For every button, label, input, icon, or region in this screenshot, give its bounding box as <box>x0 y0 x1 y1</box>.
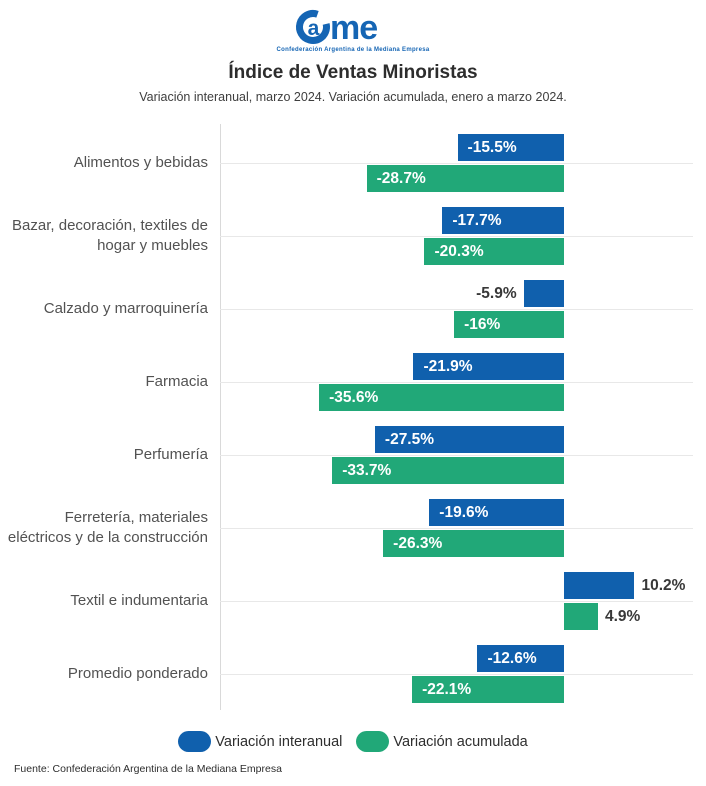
legend-swatch-interanual <box>178 731 212 752</box>
bar-value-label: -33.7% <box>342 462 392 479</box>
row-gridline <box>220 381 693 383</box>
bar-interanual <box>457 134 565 161</box>
category-label: Promedio ponderado <box>67 665 208 683</box>
legend-item-acumulada: Variación acumulada <box>356 731 528 752</box>
bar-interanual <box>442 207 565 234</box>
category-label: Calzado y marroquinería <box>43 300 208 318</box>
bar-acumulada <box>454 311 565 338</box>
legend-label-interanual: Variación interanual <box>215 733 343 750</box>
row-gridline <box>220 527 693 529</box>
bar-acumulada <box>332 457 565 484</box>
page-title: Índice de Ventas Minoristas <box>228 62 478 83</box>
bar-interanual <box>429 499 565 526</box>
row-gridline <box>220 235 693 237</box>
category-label: Ferretería, materiales eléctricos y de l… <box>7 509 208 546</box>
svg-text:me: me <box>330 9 377 46</box>
bar-value-label: -28.7% <box>376 170 426 187</box>
bar-value-label: 10.2% <box>641 577 686 594</box>
bar-value-label: -27.5% <box>384 431 435 448</box>
category-label: Perfumería <box>133 446 208 464</box>
category-label: Farmacia <box>145 373 208 391</box>
bar-value-label: -17.7% <box>452 212 502 229</box>
bar-value-label: -21.9% <box>423 358 473 375</box>
row-gridline <box>220 673 693 675</box>
bar-value-label: -26.3% <box>393 535 443 552</box>
y-axis-line <box>220 124 221 710</box>
bar-value-label: -12.6% <box>487 650 537 667</box>
bar-value-label: -15.5% <box>467 139 517 156</box>
legend-swatch-acumulada <box>356 731 390 752</box>
legend-item-interanual: Variación interanual <box>178 731 342 752</box>
bar-acumulada <box>564 603 598 630</box>
bar-acumulada <box>424 238 565 265</box>
bar-interanual <box>564 572 635 599</box>
legend-label-acumulada: Variación acumulada <box>393 733 528 750</box>
bar-acumulada <box>412 676 565 703</box>
category-label: Textil e indumentaria <box>70 592 208 610</box>
bar-value-label: -20.3% <box>434 243 484 260</box>
bar-acumulada <box>366 165 565 192</box>
row-gridline <box>220 600 693 602</box>
came-logo-tagline: Confederación Argentina de la Mediana Em… <box>276 47 430 53</box>
bar-acumulada <box>319 384 565 411</box>
row-gridline <box>220 454 693 456</box>
row-gridline <box>220 162 693 164</box>
category-label: Alimentos y bebidas <box>73 154 208 172</box>
bar-interanual <box>374 426 565 453</box>
report-header: a me Confederación Argentina de la Media… <box>0 8 706 104</box>
bar-interanual <box>413 353 565 380</box>
came-logo: a me Confederación Argentina de la Media… <box>277 8 430 53</box>
source-note: Fuente: Confederación Argentina de la Me… <box>14 763 282 775</box>
bar-interanual <box>523 280 565 307</box>
chart-legend: Variación interanual Variación acumulada <box>0 731 706 752</box>
bar-value-label: -35.6% <box>329 389 379 406</box>
category-label: Bazar, decoración, textiles de hogar y m… <box>12 217 208 254</box>
bar-value-label: -22.1% <box>422 681 472 698</box>
page-subtitle: Variación interanual, marzo 2024. Variac… <box>139 90 567 104</box>
row-gridline <box>220 308 693 310</box>
came-logo-icon: a me <box>295 9 378 46</box>
bar-value-label: -16% <box>464 316 501 333</box>
bar-acumulada <box>383 530 565 557</box>
svg-text:a: a <box>308 17 320 40</box>
bar-value-label: 4.9% <box>604 608 641 625</box>
bar-chart: Alimentos y bebidas -15.5% -28.7% Bazar, de… <box>0 123 706 715</box>
bar-value-label: -5.9% <box>476 285 517 302</box>
bar-interanual <box>477 645 565 672</box>
bar-value-label: -19.6% <box>439 504 489 521</box>
